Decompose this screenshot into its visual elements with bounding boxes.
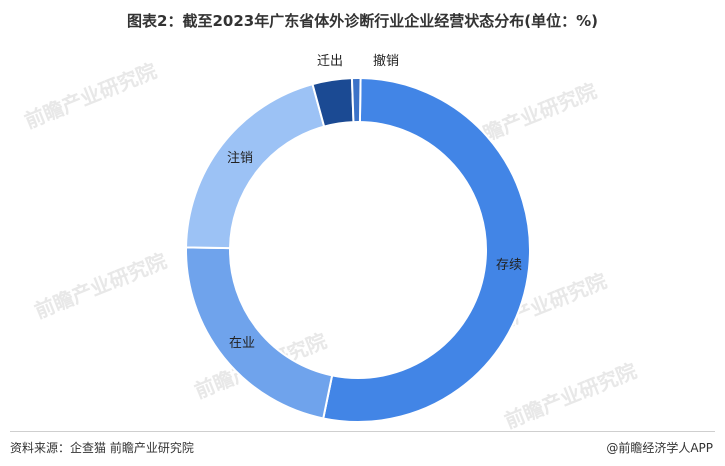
footer-divider [10,431,715,432]
slice-label-2: 注销 [227,151,253,166]
donut-slice-2 [185,82,326,250]
slice-label-1: 在业 [229,336,255,351]
slice-label-4: 迁出 [317,54,343,69]
slice-label-3: 撤销 [373,53,399,69]
donut-slice-4 [350,77,362,124]
source-note: 资料来源：企查猫 前瞻产业研究院 [10,441,194,455]
credit-note: @前瞻经济学人APP [606,441,713,455]
donut-slice-0 [322,77,531,423]
chart-title: 图表2：截至2023年广东省体外诊断行业企业经营状态分布(单位：%) [127,12,598,30]
donut-slice-1 [185,246,334,420]
slice-label-0: 存续 [496,258,522,273]
